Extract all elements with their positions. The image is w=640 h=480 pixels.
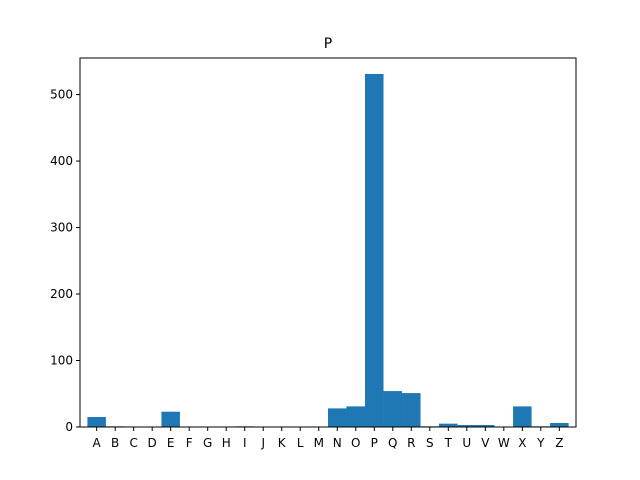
bar-A: [87, 417, 106, 427]
bar-U: [457, 425, 477, 427]
x-tick-label: R: [407, 436, 415, 450]
x-tick-label: N: [333, 436, 342, 450]
x-tick-label: G: [203, 436, 212, 450]
x-tick-label: B: [111, 436, 119, 450]
x-tick-label: M: [314, 436, 324, 450]
bar-X: [513, 406, 532, 427]
x-tick-label: Q: [388, 436, 397, 450]
x-tick-label: X: [518, 436, 526, 450]
bar-P: [365, 73, 384, 427]
y-axis: 0 100 200 300 400 500: [50, 88, 80, 434]
y-tick-label: 500: [50, 88, 73, 102]
y-tick-label: 300: [50, 221, 73, 235]
bar-Z: [550, 423, 569, 427]
y-tick-label: 200: [50, 287, 73, 301]
bars-group: [87, 73, 569, 427]
plot-frame: [79, 57, 577, 428]
x-tick-label: Y: [536, 436, 545, 450]
x-tick-label: T: [444, 436, 453, 450]
x-tick-label: K: [278, 436, 287, 450]
x-tick-label: O: [351, 436, 360, 450]
x-tick-label: S: [426, 436, 434, 450]
x-tick-label: W: [498, 436, 510, 450]
x-tick-label: L: [297, 436, 304, 450]
bar-N: [328, 408, 347, 427]
chart-title: P: [324, 36, 332, 52]
x-tick-label: D: [148, 436, 157, 450]
y-tick-label: 0: [65, 420, 73, 434]
x-tick-label: F: [186, 436, 193, 450]
x-tick-label: Z: [555, 436, 563, 450]
y-tick-label: 400: [50, 154, 73, 168]
bar-O: [346, 406, 366, 427]
bar-E: [161, 411, 180, 427]
x-tick-label: C: [129, 436, 137, 450]
x-tick-label: A: [93, 436, 102, 450]
x-tick-label: V: [481, 436, 490, 450]
x-tick-label: P: [371, 436, 378, 450]
bar-T: [439, 423, 458, 427]
x-tick-label: U: [462, 436, 471, 450]
x-tick-label: J: [260, 436, 265, 450]
bar-V: [476, 425, 495, 427]
bar-Q: [383, 391, 403, 427]
x-tick-label: E: [167, 436, 175, 450]
bar-R: [402, 393, 421, 427]
x-tick-label: H: [222, 436, 231, 450]
x-tick-label: I: [243, 436, 247, 450]
y-tick-label: 100: [50, 354, 73, 368]
